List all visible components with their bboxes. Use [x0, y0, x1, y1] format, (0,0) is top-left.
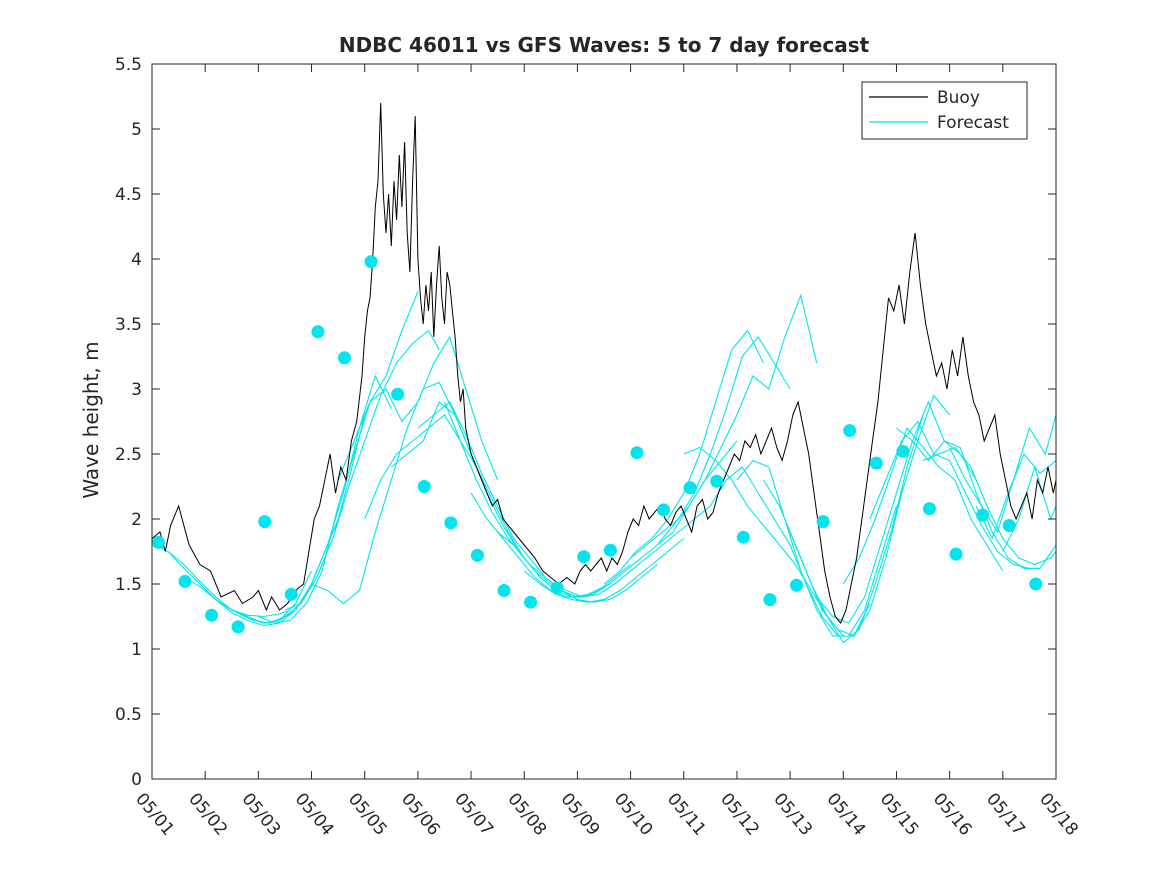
forecast-marker [417, 480, 431, 493]
forecast-marker [337, 351, 351, 365]
legend-box [861, 81, 1028, 140]
forecast-line [842, 426, 1004, 585]
forecast-marker [284, 587, 298, 601]
y-tick-label: 4 [131, 250, 142, 270]
forecast-marker [976, 508, 990, 522]
forecast-line [736, 459, 898, 637]
forecast-marker [178, 574, 192, 588]
y-tick-label: 2 [131, 510, 142, 530]
y-tick-label: 0.5 [115, 705, 142, 725]
axes-frame [151, 63, 1057, 780]
forecast-marker [231, 620, 245, 634]
forecast-marker [763, 593, 777, 607]
forecast-marker [949, 547, 963, 561]
forecast-line [337, 335, 499, 481]
y-tick-label: 1.5 [115, 575, 142, 595]
buoy-line-group [152, 102, 1056, 624]
forecast-marker [550, 581, 564, 595]
forecast-marker [869, 456, 883, 470]
forecast-line [869, 420, 1030, 569]
forecast-marker [896, 444, 910, 458]
y-axis-ticks: 0 0.5 1 1.5 2 2.5 3 3.5 4 4.5 5 5.5 [115, 55, 1056, 790]
forecast-marker [1029, 577, 1043, 591]
legend-label-forecast: Forecast [937, 113, 1009, 133]
chart-title: NDBC 46011 vs GFS Waves: 5 to 7 day fore… [339, 33, 870, 57]
y-axis-label: Wave height, m [79, 341, 103, 498]
forecast-marker [603, 543, 617, 557]
y-tick-label: 3 [131, 380, 142, 400]
y-tick-label: 5.5 [115, 55, 142, 75]
forecast-marker [736, 530, 750, 544]
forecast-marker [710, 474, 724, 488]
forecast-marker [789, 578, 803, 592]
forecast-line [922, 446, 1056, 566]
forecast-marker [470, 548, 484, 562]
forecast-line [949, 414, 1056, 534]
forecast-marker [922, 502, 936, 516]
y-tick-label: 2.5 [115, 445, 142, 465]
forecast-line [630, 336, 791, 559]
forecast-marker [683, 481, 697, 495]
forecast-line [550, 505, 711, 598]
forecast-line [683, 446, 844, 637]
forecast-line [311, 381, 472, 605]
forecast-line [896, 427, 1056, 569]
y-tick-label: 0 [131, 770, 142, 790]
axes-box [151, 63, 1057, 780]
legend: Buoy Forecast [861, 81, 1028, 140]
forecast-markers [151, 255, 1043, 634]
y-tick-label: 5 [131, 120, 142, 140]
forecast-line [523, 538, 685, 603]
y-tick-label: 1 [131, 640, 142, 660]
forecast-marker [364, 255, 378, 269]
plot-area [151, 64, 1056, 779]
forecast-marker [630, 446, 644, 460]
forecast-line [497, 531, 658, 603]
forecast-marker [391, 387, 405, 401]
legend-label-buoy: Buoy [937, 88, 980, 108]
y-tick-label: 3.5 [115, 315, 142, 335]
forecast-lines [152, 291, 1056, 644]
forecast-line [975, 452, 1056, 540]
forecast-marker [657, 503, 671, 517]
forecast-marker [577, 550, 591, 564]
forecast-marker [497, 584, 511, 597]
forecast-marker [1002, 519, 1016, 532]
forecast-line [284, 329, 440, 611]
forecast-marker [524, 595, 538, 609]
forecast-line [364, 414, 525, 559]
buoy-line [152, 102, 1056, 624]
forecast-marker [311, 325, 325, 339]
plot-background [152, 64, 1056, 779]
y-tick-label: 4.5 [115, 185, 142, 205]
forecast-marker [258, 515, 272, 529]
forecast-line [656, 293, 818, 546]
forecast-marker [843, 424, 857, 438]
forecast-marker [151, 535, 165, 549]
forecast-marker [205, 608, 219, 622]
forecast-line [258, 291, 419, 624]
forecast-marker [444, 516, 458, 530]
forecast-line [816, 400, 977, 624]
forecast-marker [816, 515, 830, 529]
